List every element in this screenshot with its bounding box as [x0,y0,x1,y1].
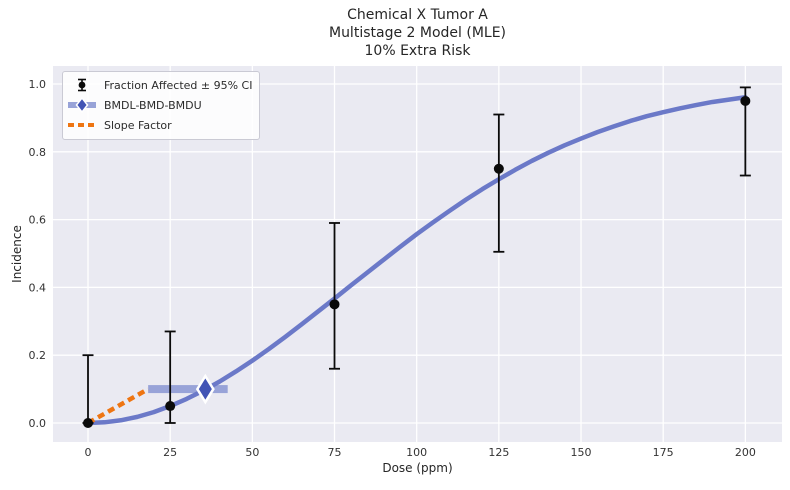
y-tick-label: 0.8 [29,146,47,159]
x-tick-label: 50 [245,446,259,459]
x-tick-label: 150 [571,446,592,459]
bmd-diamond-icon [195,373,215,405]
legend-label: BMDL-BMD-BMDU [104,98,202,112]
legend-item-fraction-affected: Fraction Affected ± 95% CI [67,75,253,95]
y-axis-label: Incidence [10,225,24,283]
x-tick-label: 75 [328,446,342,459]
title-line-1: Chemical X Tumor A [347,7,488,23]
title-line-2: Multistage 2 Model (MLE) [328,25,507,41]
y-tick-label: 0.2 [29,349,47,362]
slope-factor-line [86,387,150,425]
data-point [83,417,94,428]
data-point [329,299,340,310]
data-point [493,163,504,174]
y-tick-label: 0.0 [29,417,47,430]
chart-title: Chemical X Tumor A Multistage 2 Model (M… [53,6,782,60]
x-tick-label: 25 [163,446,177,459]
x-tick-label: 100 [406,446,427,459]
x-tick-label: 0 [85,446,92,459]
bmd-interval-band [148,385,228,394]
bmd-interval-legend-icon [68,97,96,113]
errorbar-legend-icon [78,78,86,92]
data-point [165,401,176,412]
x-tick-label: 125 [488,446,509,459]
data-point [740,95,751,106]
legend-label: Slope Factor [104,118,172,132]
legend-label: Fraction Affected ± 95% CI [104,78,253,92]
x-tick-label: 200 [735,446,756,459]
x-tick-label: 175 [653,446,674,459]
y-tick-label: 0.6 [29,214,47,227]
model-curve [85,94,748,426]
y-tick-label: 1.0 [29,78,47,91]
legend-item-slope-factor: Slope Factor [67,115,253,135]
legend-item-bmdl-bmd-bmdu: BMDL-BMD-BMDU [67,95,253,115]
slope-factor-legend-icon [68,123,96,127]
y-tick-label: 0.4 [29,281,47,294]
x-axis-label: Dose (ppm) [382,461,453,475]
title-line-3: 10% Extra Risk [364,43,471,59]
legend: Fraction Affected ± 95% CI BMDL-BMD-BMDU… [62,71,260,140]
